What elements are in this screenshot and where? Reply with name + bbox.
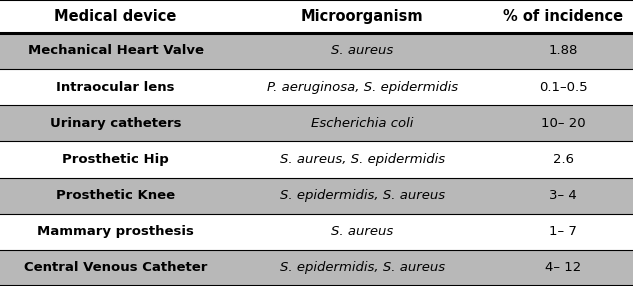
Bar — [494, 33, 633, 69]
Bar — [231, 105, 494, 141]
Text: Microorganism: Microorganism — [301, 9, 423, 24]
Text: 4– 12: 4– 12 — [545, 261, 582, 275]
Bar — [0, 0, 231, 33]
Bar — [231, 33, 494, 69]
Text: 10– 20: 10– 20 — [541, 117, 586, 130]
Text: Mammary prosthesis: Mammary prosthesis — [37, 225, 194, 238]
Bar — [231, 141, 494, 178]
Text: S. aureus: S. aureus — [331, 44, 394, 57]
Text: Mechanical Heart Valve: Mechanical Heart Valve — [27, 44, 204, 57]
Bar — [0, 141, 231, 178]
Text: % of incidence: % of incidence — [503, 9, 624, 24]
Text: Escherichia coli: Escherichia coli — [311, 117, 413, 130]
Bar — [231, 178, 494, 214]
Text: Prosthetic Hip: Prosthetic Hip — [62, 153, 169, 166]
Text: Urinary catheters: Urinary catheters — [50, 117, 181, 130]
Text: P. aeruginosa, S. epidermidis: P. aeruginosa, S. epidermidis — [267, 81, 458, 94]
Text: Central Venous Catheter: Central Venous Catheter — [24, 261, 207, 275]
Text: S. aureus, S. epidermidis: S. aureus, S. epidermidis — [280, 153, 445, 166]
Text: S. epidermidis, S. aureus: S. epidermidis, S. aureus — [280, 261, 445, 275]
Bar — [231, 250, 494, 286]
Bar — [494, 214, 633, 250]
Text: Medical device: Medical device — [54, 9, 177, 24]
Bar — [494, 178, 633, 214]
Bar — [494, 105, 633, 141]
Text: 0.1–0.5: 0.1–0.5 — [539, 81, 587, 94]
Text: S. aureus: S. aureus — [331, 225, 394, 238]
Text: 2.6: 2.6 — [553, 153, 574, 166]
Text: Prosthetic Knee: Prosthetic Knee — [56, 189, 175, 202]
Bar — [494, 0, 633, 33]
Text: 1.88: 1.88 — [549, 44, 578, 57]
Text: 1– 7: 1– 7 — [549, 225, 577, 238]
Text: Intraocular lens: Intraocular lens — [56, 81, 175, 94]
Bar — [231, 0, 494, 33]
Bar — [494, 141, 633, 178]
Text: 3– 4: 3– 4 — [549, 189, 577, 202]
Bar — [231, 69, 494, 105]
Bar — [0, 33, 231, 69]
Bar — [494, 69, 633, 105]
Bar — [494, 250, 633, 286]
Bar — [0, 105, 231, 141]
Bar — [231, 214, 494, 250]
Bar — [0, 250, 231, 286]
Text: S. epidermidis, S. aureus: S. epidermidis, S. aureus — [280, 189, 445, 202]
Bar — [0, 214, 231, 250]
Bar — [0, 178, 231, 214]
Bar — [0, 69, 231, 105]
